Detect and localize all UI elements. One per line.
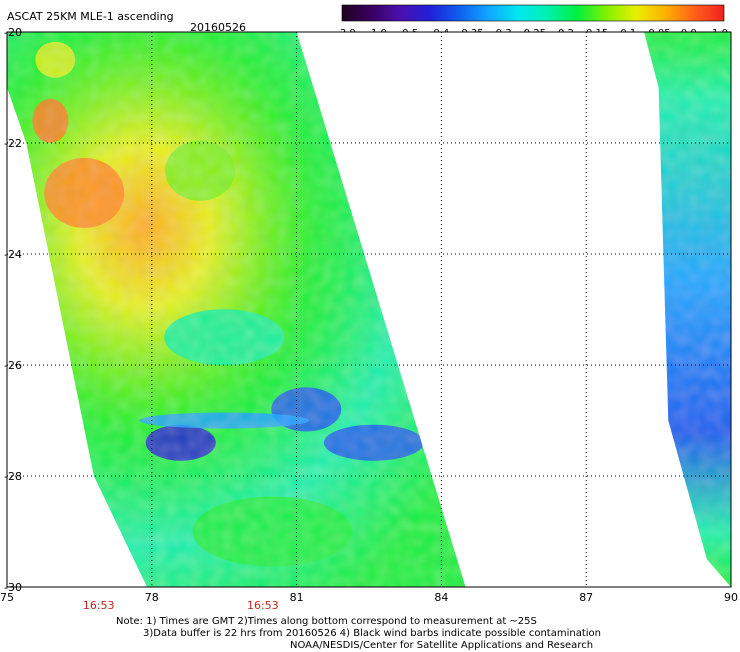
note-line-2: 3)Data buffer is 22 hrs from 20160526 4)… <box>143 628 601 639</box>
swath-feature <box>145 424 216 461</box>
lat-tick-label: -22 <box>4 137 22 150</box>
lon-tick-label: 90 <box>724 591 738 604</box>
time-label: 16:53 <box>83 599 115 612</box>
swath-feature <box>44 157 125 228</box>
lat-tick-label: -28 <box>4 470 22 483</box>
lat-tick-label: -30 <box>4 581 22 594</box>
lat-tick-label: -24 <box>4 248 22 261</box>
note-line-3: NOAA/NESDIS/Center for Satellite Applica… <box>290 640 594 651</box>
map-date: 20160526 <box>190 21 246 34</box>
map-title: ASCAT 25KM MLE-1 ascending <box>7 10 174 23</box>
note-line-1: Note: 1) Times are GMT 2)Times along bot… <box>116 616 537 627</box>
swath-feature <box>164 309 285 366</box>
lat-tick-label: -20 <box>4 26 22 39</box>
swath-feature <box>32 98 69 143</box>
lat-tick-label: -26 <box>4 359 22 372</box>
lon-tick-label: 87 <box>579 591 593 604</box>
swath-feature <box>139 412 310 429</box>
swath-east <box>644 32 731 587</box>
swath-layer <box>7 32 731 587</box>
swath-feature <box>35 41 76 78</box>
lon-tick-label: 75 <box>0 591 14 604</box>
time-label: 16:53 <box>247 599 279 612</box>
gridlines <box>7 32 731 587</box>
axes: 75 78 81 84 87 90 -20 -22 -24 -26 -28 -30 16:53 16:53 <box>0 26 738 612</box>
lon-tick-label: 81 <box>290 591 304 604</box>
swath-feature <box>165 140 236 201</box>
plot-frame <box>6 31 732 588</box>
swath-feature <box>323 424 424 461</box>
swath-west-features <box>32 41 424 567</box>
lon-tick-label: 78 <box>145 591 159 604</box>
colorbar-ramp <box>341 4 725 22</box>
swath-feature <box>192 496 353 567</box>
lon-tick-label: 84 <box>434 591 448 604</box>
